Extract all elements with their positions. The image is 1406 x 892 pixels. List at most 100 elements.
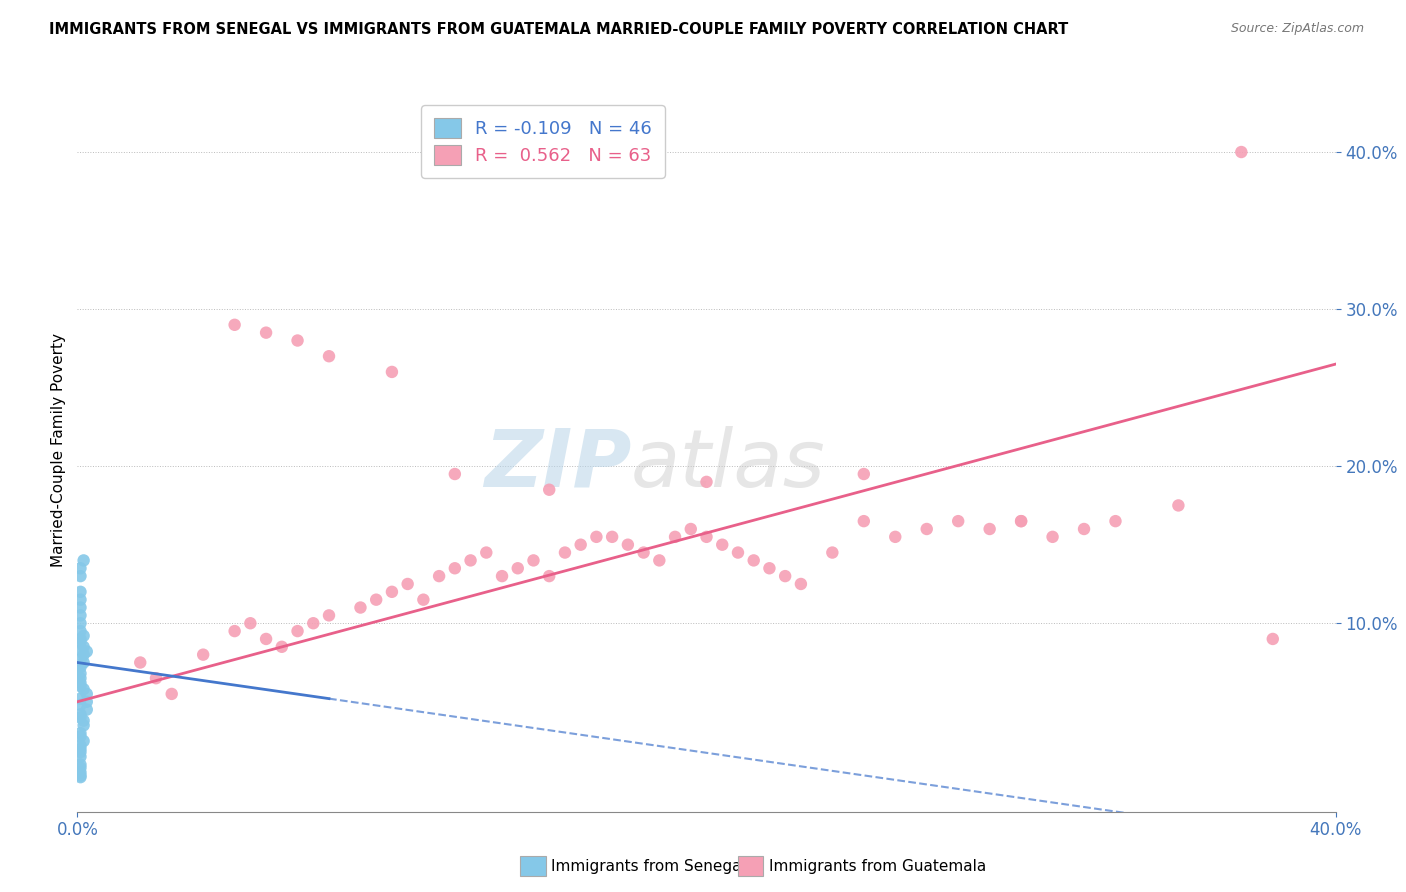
Point <box>69 765 91 780</box>
Point <box>69 569 91 583</box>
Point <box>711 538 734 552</box>
Point <box>444 561 467 575</box>
Point <box>727 545 749 559</box>
Point <box>381 584 404 599</box>
Point <box>460 553 482 567</box>
Point <box>852 467 875 481</box>
Point <box>1167 499 1189 513</box>
Point <box>72 553 94 567</box>
Point <box>224 318 246 332</box>
Text: Source: ZipAtlas.com: Source: ZipAtlas.com <box>1230 22 1364 36</box>
Point <box>585 530 607 544</box>
Point <box>145 671 167 685</box>
Point <box>224 624 246 639</box>
Point <box>69 742 91 756</box>
Point <box>69 770 91 784</box>
Point <box>72 648 94 662</box>
Point <box>366 592 388 607</box>
Point <box>1261 632 1284 646</box>
Point <box>475 545 498 559</box>
Point <box>852 514 875 528</box>
Point <box>979 522 1001 536</box>
Point <box>538 569 561 583</box>
Point <box>69 635 91 649</box>
Point <box>69 729 91 743</box>
Text: ZIP: ZIP <box>484 425 631 504</box>
Point <box>444 467 467 481</box>
Point <box>69 671 91 685</box>
Point <box>491 569 513 583</box>
Point <box>318 608 340 623</box>
Point <box>287 334 309 348</box>
Point <box>821 545 844 559</box>
Point <box>742 553 765 567</box>
Point <box>69 691 91 706</box>
Point <box>72 714 94 728</box>
Point <box>69 710 91 724</box>
Point <box>69 660 91 674</box>
Point <box>69 726 91 740</box>
Point <box>69 652 91 666</box>
Point <box>69 592 91 607</box>
Point <box>569 538 592 552</box>
Point <box>538 483 561 497</box>
Point <box>160 687 183 701</box>
Point <box>648 553 671 567</box>
Point <box>1010 514 1032 528</box>
Point <box>69 745 91 759</box>
Point <box>69 676 91 690</box>
Point <box>948 514 970 528</box>
Point <box>696 530 718 544</box>
Text: atlas: atlas <box>631 425 825 504</box>
Point <box>69 739 91 753</box>
Point <box>617 538 640 552</box>
Point <box>758 561 780 575</box>
Point <box>69 707 91 722</box>
Point <box>254 632 277 646</box>
Point <box>66 664 89 678</box>
Point <box>69 624 91 639</box>
Point <box>69 769 91 783</box>
Text: Immigrants from Guatemala: Immigrants from Guatemala <box>769 859 987 873</box>
Point <box>69 679 91 693</box>
Point <box>254 326 277 340</box>
Point <box>427 569 450 583</box>
Point <box>69 666 91 681</box>
Point <box>69 643 91 657</box>
Point <box>696 475 718 489</box>
Point <box>884 530 907 544</box>
Point <box>69 698 91 712</box>
Point <box>287 624 309 639</box>
Point <box>239 616 262 631</box>
Point <box>915 522 938 536</box>
Point <box>76 703 98 717</box>
Point <box>72 656 94 670</box>
Point <box>1042 530 1064 544</box>
Point <box>72 640 94 654</box>
Point <box>318 349 340 363</box>
Point <box>69 757 91 772</box>
Point <box>522 553 544 567</box>
Legend: R = -0.109   N = 46, R =  0.562   N = 63: R = -0.109 N = 46, R = 0.562 N = 63 <box>422 105 665 178</box>
Point <box>1073 522 1095 536</box>
Point <box>790 577 813 591</box>
Point <box>76 644 98 658</box>
Point <box>302 616 325 631</box>
Point <box>69 632 91 646</box>
Point <box>76 687 98 701</box>
Text: IMMIGRANTS FROM SENEGAL VS IMMIGRANTS FROM GUATEMALA MARRIED-COUPLE FAMILY POVER: IMMIGRANTS FROM SENEGAL VS IMMIGRANTS FR… <box>49 22 1069 37</box>
Point <box>679 522 702 536</box>
Point <box>69 749 91 764</box>
Point <box>69 761 91 775</box>
Point <box>349 600 371 615</box>
Y-axis label: Married-Couple Family Poverty: Married-Couple Family Poverty <box>51 334 66 567</box>
Point <box>1104 514 1126 528</box>
Point <box>69 616 91 631</box>
Point <box>554 545 576 559</box>
Point <box>72 629 94 643</box>
Point <box>412 592 434 607</box>
Text: Immigrants from Senegal: Immigrants from Senegal <box>551 859 747 873</box>
Point <box>396 577 419 591</box>
Point <box>129 656 152 670</box>
Point <box>381 365 404 379</box>
